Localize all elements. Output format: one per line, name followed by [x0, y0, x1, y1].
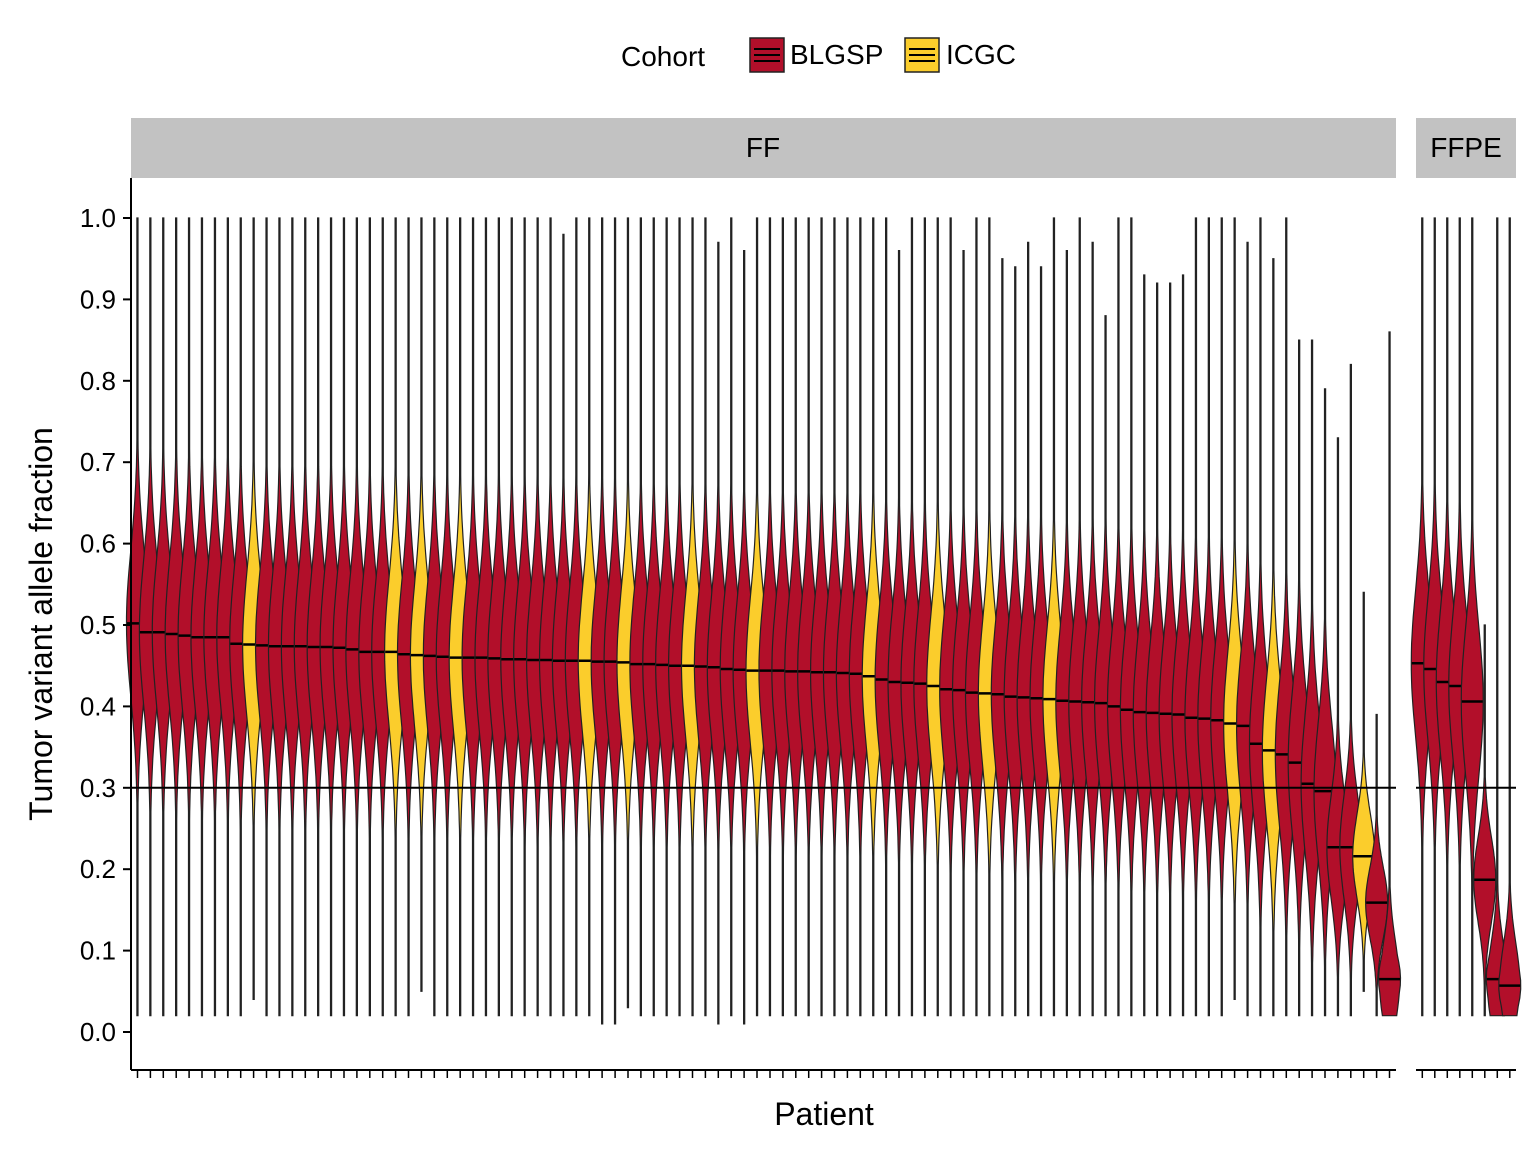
y-tick-label-9: 0.9 [80, 284, 116, 314]
y-tick-label-5: 0.5 [80, 610, 116, 640]
violin-ff-20 [371, 217, 395, 1017]
violin-ffpe-7 [1485, 217, 1509, 1017]
facet-strip-ff [131, 118, 1396, 178]
violin-ff-16 [319, 217, 343, 1017]
violin-ff-33 [538, 217, 563, 1017]
violin-ff-38 [603, 217, 627, 1025]
violin-ff-15 [306, 217, 330, 1017]
y-tick-label-6: 0.6 [80, 529, 116, 559]
violin-ff-22 [396, 217, 421, 1017]
violin-ff-41 [642, 217, 666, 1017]
violin-ff-31 [513, 217, 537, 1017]
violin-ff-8 [216, 217, 240, 1017]
violin-ff-26 [448, 217, 472, 1017]
x-axis-ticks [136, 1070, 1511, 1078]
facet-strip-ffpe [1416, 118, 1516, 178]
violin-ff-1 [125, 217, 149, 1017]
violin-ff-11 [254, 217, 279, 1017]
y-tick-label-0: 0.0 [80, 1017, 116, 1047]
violin-ff-43 [668, 217, 692, 1017]
violin-ff-9 [229, 217, 253, 1017]
violin-ff-19 [358, 217, 382, 1017]
violin-ff-14 [293, 217, 317, 1017]
facet-label-ff: FF [746, 132, 780, 163]
violin-ff-40 [629, 217, 653, 1017]
y-axis-ticks: 0.0 0.1 0.2 0.3 0.4 0.5 0.6 0.7 0.8 0.9 1.0 [80, 203, 131, 1047]
y-tick-label-1: 0.1 [80, 936, 116, 966]
legend-label-blgsp: BLGSP [790, 39, 883, 70]
y-tick-label-3: 0.3 [80, 773, 116, 803]
y-tick-label-8: 0.8 [80, 366, 116, 396]
y-tick-label-4: 0.4 [80, 691, 116, 721]
violin-ff-45 [693, 217, 717, 1017]
violin-ff-24 [422, 217, 446, 1017]
violin-ff-37 [590, 217, 614, 1025]
violin-ff-32 [525, 217, 550, 1017]
legend: Cohort BLGSP ICGC [621, 37, 1016, 73]
violin-ff-34 [551, 233, 575, 1017]
violin-ff-25 [435, 217, 459, 1017]
violin-ff-18 [345, 217, 369, 1017]
legend-title: Cohort [621, 41, 705, 72]
violin-ff-2 [138, 217, 163, 1017]
y-tick-label-2: 0.2 [80, 854, 116, 884]
facet-label-ffpe: FFPE [1430, 132, 1502, 163]
violin-ff-27 [461, 217, 485, 1017]
violin-ff-21 [383, 217, 408, 1017]
y-tick-label-10: 1.0 [80, 203, 116, 233]
violin-ffpe-6 [1473, 624, 1497, 1017]
violin-ff-10 [241, 217, 266, 1000]
violin-ff-4 [164, 217, 188, 1017]
violin-ff-30 [500, 217, 524, 1017]
violin-ff-42 [655, 217, 679, 1017]
violin-ff-48 [732, 250, 756, 1025]
violin-ff-12 [267, 217, 291, 1017]
violin-layer [125, 217, 1522, 1025]
y-tick-label-7: 0.7 [80, 447, 116, 477]
violin-ff-6 [190, 217, 214, 1017]
violin-ff-98 [1377, 331, 1402, 1017]
violin-ffpe-8 [1498, 217, 1522, 1017]
y-axis-title: Tumor variant allele fraction [23, 427, 59, 821]
violin-ff-7 [203, 217, 227, 1017]
violin-ff-13 [280, 217, 304, 1017]
violin-ff-36 [577, 217, 601, 1017]
violin-ff-5 [177, 217, 201, 1017]
x-axis-title: Patient [774, 1096, 874, 1132]
violin-ff-46 [706, 241, 730, 1025]
violin-ff-3 [151, 217, 175, 1017]
violin-ff-28 [474, 217, 498, 1017]
violin-ffpe-5 [1460, 217, 1484, 1017]
violin-ff-17 [332, 217, 356, 1017]
violin-ff-35 [564, 217, 588, 1017]
violin-ff-29 [487, 217, 511, 1017]
legend-label-icgc: ICGC [946, 39, 1016, 70]
violin-ff-44 [680, 217, 705, 1017]
